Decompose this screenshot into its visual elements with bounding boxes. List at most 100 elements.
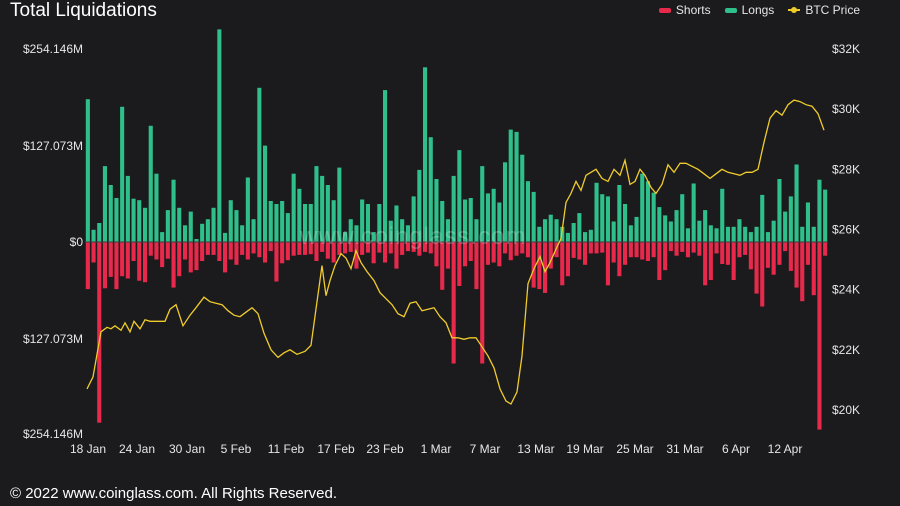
left-tick-label: $254.146M [23, 427, 83, 441]
short-bar-82 [554, 242, 559, 258]
short-bar-33 [274, 242, 279, 282]
short-bar-42 [325, 242, 330, 259]
long-bar-66 [463, 199, 468, 242]
short-bar-78 [531, 242, 536, 288]
short-bar-85 [571, 242, 576, 258]
long-bar-36 [291, 173, 296, 242]
short-bar-18 [188, 242, 193, 273]
long-bar-49 [365, 204, 370, 242]
short-bar-40 [314, 242, 319, 261]
long-bar-91 [605, 196, 610, 242]
short-bar-118 [760, 242, 765, 307]
short-bar-27 [240, 242, 245, 255]
long-bar-83 [560, 226, 565, 242]
short-bar-102 [668, 242, 673, 252]
legend-item-btc-price[interactable]: BTC Price [788, 3, 860, 17]
long-bar-6 [120, 106, 125, 242]
short-bar-58 [417, 242, 422, 256]
long-bar-57 [411, 196, 416, 242]
long-bar-68 [474, 219, 479, 242]
x-tick-label: 12 Apr [768, 442, 803, 456]
short-bar-99 [651, 242, 656, 258]
long-bar-60 [428, 137, 433, 242]
long-bar-92 [611, 221, 616, 242]
short-bar-68 [474, 242, 479, 290]
short-bar-24 [223, 242, 228, 273]
long-bar-38 [303, 204, 308, 242]
long-bar-85 [571, 223, 576, 242]
long-bar-1 [91, 229, 96, 242]
long-bar-11 [148, 125, 153, 242]
short-bar-125 [800, 242, 805, 302]
short-bar-83 [560, 242, 565, 286]
short-bar-61 [434, 242, 439, 267]
short-bar-108 [703, 242, 708, 286]
short-bar-55 [400, 242, 405, 255]
legend-item-longs[interactable]: Longs [724, 3, 774, 17]
short-bar-5 [114, 242, 119, 290]
right-tick-label: $24K [832, 283, 860, 297]
short-bar-8 [131, 242, 136, 261]
long-bar-47 [354, 225, 359, 242]
short-bar-28 [245, 242, 250, 260]
short-bar-63 [445, 242, 450, 269]
long-bar-16 [177, 207, 182, 242]
short-bar-92 [611, 242, 616, 263]
long-bar-114 [737, 219, 742, 242]
long-bar-44 [337, 167, 342, 242]
short-bar-16 [177, 242, 182, 277]
long-bar-110 [714, 228, 719, 242]
short-bar-81 [548, 242, 553, 269]
long-bar-53 [388, 220, 393, 242]
x-tick-label: 11 Feb [268, 442, 305, 456]
short-bar-29 [251, 242, 256, 254]
short-bar-114 [737, 242, 742, 258]
long-bar-33 [274, 204, 279, 242]
short-bar-101 [663, 242, 668, 271]
long-bar-96 [634, 216, 639, 242]
x-tick-label: 25 Mar [616, 442, 653, 456]
long-bar-43 [331, 200, 336, 242]
short-bar-11 [148, 242, 153, 256]
short-bar-64 [451, 242, 456, 364]
short-bar-115 [743, 242, 748, 255]
long-bar-25 [228, 200, 233, 242]
short-bar-1 [91, 242, 96, 263]
long-bar-128 [817, 179, 822, 242]
short-bar-56 [405, 242, 410, 252]
short-bar-84 [565, 242, 570, 277]
long-bar-56 [405, 225, 410, 242]
short-bar-93 [617, 242, 622, 277]
x-tick-label: 30 Jan [169, 442, 205, 456]
long-bar-80 [543, 219, 548, 242]
long-bar-67 [468, 198, 473, 242]
legend-item-shorts[interactable]: Shorts [658, 3, 711, 17]
short-bar-19 [194, 242, 199, 271]
short-bar-80 [543, 242, 548, 293]
x-tick-label: 1 Mar [421, 442, 452, 456]
x-tick-label: 5 Feb [221, 442, 252, 456]
long-bar-112 [725, 226, 730, 242]
short-bar-13 [160, 242, 165, 268]
short-bar-88 [588, 242, 593, 254]
long-bar-108 [703, 210, 708, 242]
left-tick-label: $127.073M [23, 332, 83, 346]
short-bar-116 [748, 242, 753, 270]
right-tick-label: $32K [832, 42, 860, 56]
long-bar-113 [731, 226, 736, 242]
watermark: www.coinglass.com [300, 223, 527, 250]
longs-swatch [724, 7, 737, 13]
short-bar-106 [691, 242, 696, 253]
long-bar-76 [520, 154, 525, 242]
short-bar-53 [388, 242, 393, 254]
short-bar-4 [108, 242, 113, 277]
short-bar-2 [97, 242, 102, 423]
short-bar-36 [291, 242, 296, 256]
short-bar-127 [811, 242, 816, 296]
short-bar-47 [354, 242, 359, 269]
bar-layer [85, 29, 828, 430]
long-bar-82 [554, 219, 559, 242]
long-bar-102 [668, 221, 673, 242]
long-bar-74 [508, 129, 513, 242]
legend-label-btc-price: BTC Price [805, 3, 860, 17]
